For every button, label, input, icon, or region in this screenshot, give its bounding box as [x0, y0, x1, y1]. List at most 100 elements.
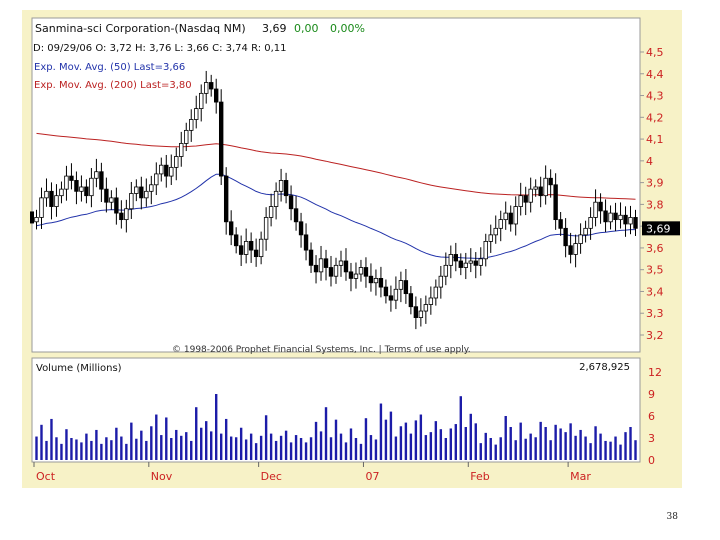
price-candle [503, 201, 508, 230]
price-candle [568, 232, 573, 264]
volume-tick-label: 9 [648, 388, 655, 401]
price-candle [49, 182, 54, 220]
volume-bar [135, 438, 138, 460]
volume-bar [65, 429, 68, 460]
price-candle [248, 232, 254, 263]
volume-bar [569, 423, 572, 460]
volume-bar [519, 422, 522, 460]
volume-bar [180, 435, 183, 460]
volume-bar [210, 431, 213, 460]
volume-bar [130, 422, 133, 460]
ema50-legend: Exp. Mov. Avg. (50) Last=3,66 [34, 62, 185, 73]
price-candle [34, 209, 39, 230]
price-candle [443, 252, 449, 286]
price-candle [169, 154, 174, 186]
volume-bar [80, 442, 83, 460]
price-candle [69, 163, 74, 190]
price-tick-label: 3,2 [646, 329, 664, 342]
volume-bar [40, 424, 43, 460]
volume-bar [619, 444, 622, 460]
price-candle [233, 227, 239, 254]
volume-bar [614, 436, 617, 460]
ohlc-line: D: 09/29/06 O: 3,72 H: 3,76 L: 3,66 C: 3… [33, 43, 287, 54]
volume-tick-label: 3 [648, 432, 655, 445]
volume-bar [60, 443, 63, 460]
price-candle [468, 248, 473, 273]
price-candle [393, 276, 399, 310]
volume-bar [120, 436, 123, 460]
price-tick-label: 4,5 [646, 46, 664, 59]
volume-bar [284, 430, 288, 460]
price-candle [184, 122, 189, 152]
volume-bar [249, 433, 253, 460]
price-candle [593, 189, 598, 227]
price-candle [149, 175, 154, 205]
price-candle [54, 184, 59, 217]
volume-bar [499, 437, 502, 460]
volume-bar [294, 435, 298, 460]
volume-bar [399, 426, 403, 460]
price-candle [618, 202, 623, 229]
volume-bar [264, 415, 268, 460]
volume-bar [55, 437, 58, 460]
volume-bar [45, 440, 48, 460]
volume-bar [514, 440, 517, 460]
volume-bar [299, 438, 303, 460]
price-candle [268, 193, 274, 227]
price-candle [523, 186, 528, 216]
slide-number: 38 [666, 512, 678, 522]
price-candle [84, 179, 89, 204]
volume-bar [234, 437, 238, 460]
volume-bar [75, 439, 78, 460]
price-candle [109, 190, 114, 210]
ema50-line [36, 173, 636, 259]
price-candle [238, 235, 244, 266]
price-candle [179, 131, 184, 167]
price-candle [628, 205, 633, 235]
volume-bar [469, 413, 472, 460]
price-candle [44, 178, 49, 207]
price-candle [343, 248, 349, 281]
price-tick-label: 4 [646, 155, 653, 168]
price-candle [383, 279, 389, 304]
volume-bar [309, 437, 313, 460]
price-candle [273, 182, 279, 220]
volume-bar [579, 429, 582, 460]
price-candle [79, 175, 84, 202]
price-candle [458, 253, 463, 276]
price-candle [408, 286, 414, 315]
price-candle [368, 263, 374, 292]
price-candle [303, 223, 309, 261]
price-candle [623, 206, 628, 237]
price-candle [164, 154, 169, 188]
volume-bar [609, 441, 612, 460]
volume-bar [219, 433, 223, 460]
price-candle [358, 259, 364, 282]
price-candle [513, 196, 518, 236]
price-candle [573, 234, 578, 268]
price-candle [478, 247, 483, 276]
price-candle [398, 271, 404, 303]
volume-bar [584, 436, 587, 460]
price-candle [64, 165, 69, 201]
x-tick-label: Nov [151, 470, 173, 483]
volume-bar [254, 443, 258, 460]
volume-bar [229, 436, 233, 460]
price-candle [553, 173, 558, 230]
price-candle [39, 187, 44, 229]
price-candle [223, 167, 229, 235]
volume-bar [394, 436, 398, 460]
price-candle [388, 285, 394, 312]
volume-bar [524, 438, 527, 460]
volume-bar [70, 438, 73, 460]
price-tick-label: 4,4 [646, 68, 664, 81]
volume-bar [244, 439, 248, 460]
chart-canvas: Sanmina-sci Corporation-(Nasdaq NM) 3,69… [30, 17, 680, 483]
stock-chart: Sanmina-sci Corporation-(Nasdaq NM) 3,69… [22, 10, 682, 488]
volume-bar [165, 417, 168, 460]
last-price: 3,69 [262, 22, 287, 35]
price-candle [583, 220, 588, 243]
x-tick-label: Mar [570, 470, 591, 483]
volume-bar [509, 427, 512, 460]
price-candle [74, 171, 79, 205]
